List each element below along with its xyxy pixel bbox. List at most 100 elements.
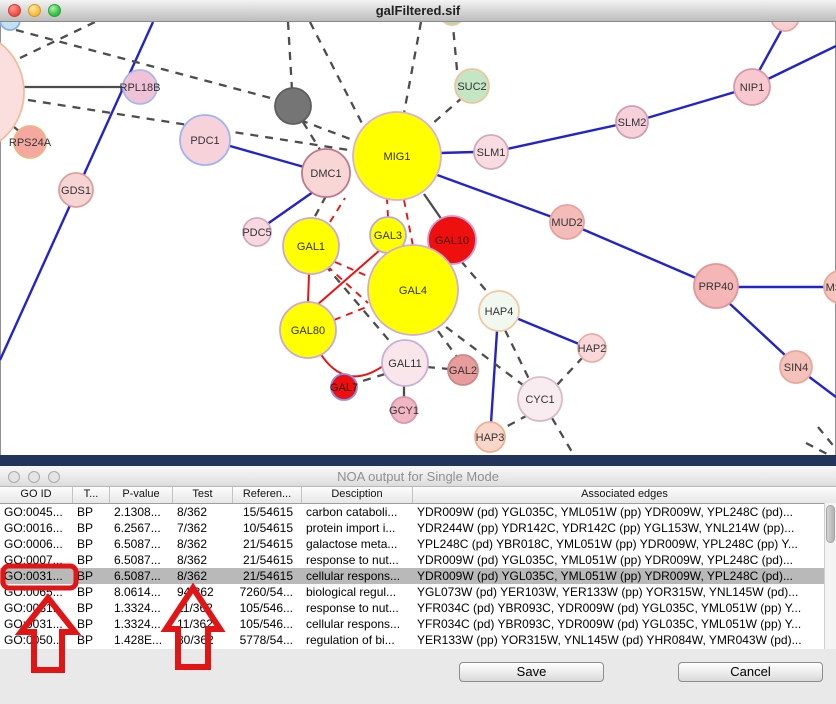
table-cell-t: BP <box>77 521 94 535</box>
table-cell-ref: 5778/54... <box>239 633 293 647</box>
table-cell-edges: YDR009W (pd) YGL035C, YML051W (pp) YDR00… <box>417 569 793 583</box>
graph-edge <box>402 21 423 114</box>
node-RPS24A[interactable] <box>13 125 47 159</box>
table-row[interactable]: GO:0045... BP 2.1308... 8/362 15/54615 carbon… <box>0 504 836 520</box>
table-cell-p: 1.3324... <box>114 601 161 615</box>
node-NIP1[interactable] <box>733 68 771 106</box>
node-PDC1[interactable] <box>179 114 231 166</box>
node-GAL80[interactable] <box>279 301 337 359</box>
node-GAL1[interactable] <box>282 217 340 275</box>
graph-edge <box>817 426 836 450</box>
table-row[interactable]: GO:0031... BP 1.3324... 11/362 105/546... res… <box>0 600 836 616</box>
graph-edge <box>451 25 459 71</box>
table-row[interactable]: GO:0031... BP 6.5087... 8/362 21/54615 cellul… <box>0 568 836 584</box>
graph-edge <box>299 118 359 144</box>
table-row[interactable]: GO:0031... BP 1.3324... 11/362 105/546... cel… <box>0 616 836 632</box>
graph-window: RPL18B RPS24A GDS1 PDC1 MIG1 DMC1 SLM1 SUC2 SLM2… <box>0 0 836 455</box>
table-cell-go: GO:0065... <box>4 585 63 599</box>
table-cell-edges: YFR034C (pd) YBR093C, YDR009W (pd) YGL03… <box>417 617 802 631</box>
graph-window-title: galFiltered.sif <box>375 3 461 18</box>
column-header-associated-edges[interactable]: Associated edges <box>581 488 668 500</box>
node-GAL2[interactable] <box>447 354 479 386</box>
table-cell-ref: 15/54615 <box>242 505 293 519</box>
node-DMC1[interactable] <box>301 148 351 198</box>
node-label-GAL2: GAL2 <box>449 365 477 377</box>
minimize-button-icon[interactable] <box>28 4 41 17</box>
graph-edge <box>437 330 458 358</box>
column-header-t-[interactable]: T... <box>73 487 110 503</box>
node-gray-node[interactable] <box>274 87 312 125</box>
table-cell-t: BP <box>77 617 94 631</box>
node-MSL1[interactable] <box>823 270 836 304</box>
node-GAL10[interactable] <box>427 215 477 265</box>
column-header-p-value[interactable]: P-value <box>110 487 173 503</box>
node-MUD2[interactable] <box>549 204 585 240</box>
graph-edge <box>316 249 381 306</box>
node-label-HAP3: HAP3 <box>476 432 505 444</box>
node-GCY1[interactable] <box>390 396 418 424</box>
table-row[interactable]: GO:0050... BP 1.428E... 80/362 5778/54... reg… <box>0 632 836 648</box>
graph-edge <box>286 21 294 91</box>
table-row[interactable]: GO:0006... BP 6.5087... 8/362 21/54615 galact… <box>0 536 836 552</box>
table-cell-go: GO:0031... <box>4 617 63 631</box>
table-cell-ref: 7260/54... <box>239 585 293 599</box>
node-GAL11[interactable] <box>381 339 429 387</box>
table-cell-p: 6.5087... <box>114 569 161 583</box>
node-PDC5[interactable] <box>242 217 272 247</box>
noa-window-titlebar[interactable]: NOA output for Single Mode <box>0 466 836 487</box>
save-button[interactable]: Save <box>459 662 604 682</box>
column-header-referen-[interactable]: Referen... <box>233 487 302 503</box>
network-graph[interactable]: RPL18B RPS24A GDS1 PDC1 MIG1 DMC1 SLM1 SUC2 SLM2… <box>0 0 836 455</box>
table-row[interactable]: GO:0016... BP 6.2567... 7/362 10/54615 protei… <box>0 520 836 536</box>
minimize-button-inactive-icon[interactable] <box>28 471 40 483</box>
node-HAP3[interactable] <box>474 421 506 453</box>
graph-edge <box>767 44 836 81</box>
table-header-row[interactable]: GO ID T... P-value Test Referen... Desciption… <box>0 487 836 504</box>
node-label-SLM2: SLM2 <box>618 117 647 129</box>
table-row[interactable]: GO:0065... BP 8.0614... 94/362 7260/54... bio… <box>0 584 836 600</box>
graph-edge <box>460 260 490 295</box>
node-RPL18B[interactable] <box>122 69 158 105</box>
node-PRP40[interactable] <box>693 263 739 309</box>
graph-edge <box>311 195 328 221</box>
graph-window-titlebar[interactable]: galFiltered.sif <box>0 0 836 22</box>
table-cell-edges: YPL248C (pd) YBR018C, YML051W (pp) YDR00… <box>417 537 798 551</box>
node-SLM2[interactable] <box>615 105 649 139</box>
column-header-desciption[interactable]: Desciption <box>302 487 413 503</box>
node-HAP4[interactable] <box>478 290 520 332</box>
node-label-GAL4: GAL4 <box>399 285 427 297</box>
graph-edge <box>805 441 830 455</box>
node-SUC2[interactable] <box>454 68 490 104</box>
table-cell-go: GO:0007... <box>4 553 63 567</box>
column-header-go-id[interactable]: GO ID <box>0 487 73 503</box>
results-table: GO ID T... P-value Test Referen... Desciption… <box>0 487 836 649</box>
node-label-RPS24A: RPS24A <box>9 137 52 149</box>
vertical-scrollbar[interactable] <box>824 503 836 649</box>
node-GDS1[interactable] <box>58 172 94 208</box>
table-row[interactable]: GO:0007... BP 6.5087... 8/362 21/54615 respon… <box>0 552 836 568</box>
table-cell-p: 8.0614... <box>114 585 161 599</box>
table-cell-test: 11/362 <box>177 617 213 631</box>
cancel-button[interactable]: Cancel <box>678 662 823 682</box>
graph-edge <box>489 330 499 424</box>
node-HAP2[interactable] <box>577 333 607 363</box>
graph-edge <box>646 90 736 120</box>
node-SLM1[interactable] <box>473 134 509 170</box>
node-GAL4[interactable] <box>367 244 459 336</box>
node-CYC1[interactable] <box>517 376 563 422</box>
node-MIG1[interactable] <box>352 111 442 201</box>
scrollbar-thumb[interactable] <box>826 505 835 543</box>
node-SIN4[interactable] <box>779 350 813 384</box>
node-hub-left[interactable] <box>0 30 25 154</box>
column-header-test[interactable]: Test <box>173 487 233 503</box>
close-button-icon[interactable] <box>8 4 21 17</box>
node-label-PRP40: PRP40 <box>699 281 734 293</box>
table-cell-edges: YFR034C (pd) YBR093C, YDR009W (pd) YGL03… <box>417 601 802 615</box>
node-GAL7[interactable] <box>330 373 358 401</box>
table-cell-t: BP <box>77 537 94 551</box>
close-button-inactive-icon[interactable] <box>8 471 20 483</box>
zoom-button-icon[interactable] <box>48 4 61 17</box>
zoom-button-inactive-icon[interactable] <box>48 471 60 483</box>
table-cell-t: BP <box>77 601 94 615</box>
